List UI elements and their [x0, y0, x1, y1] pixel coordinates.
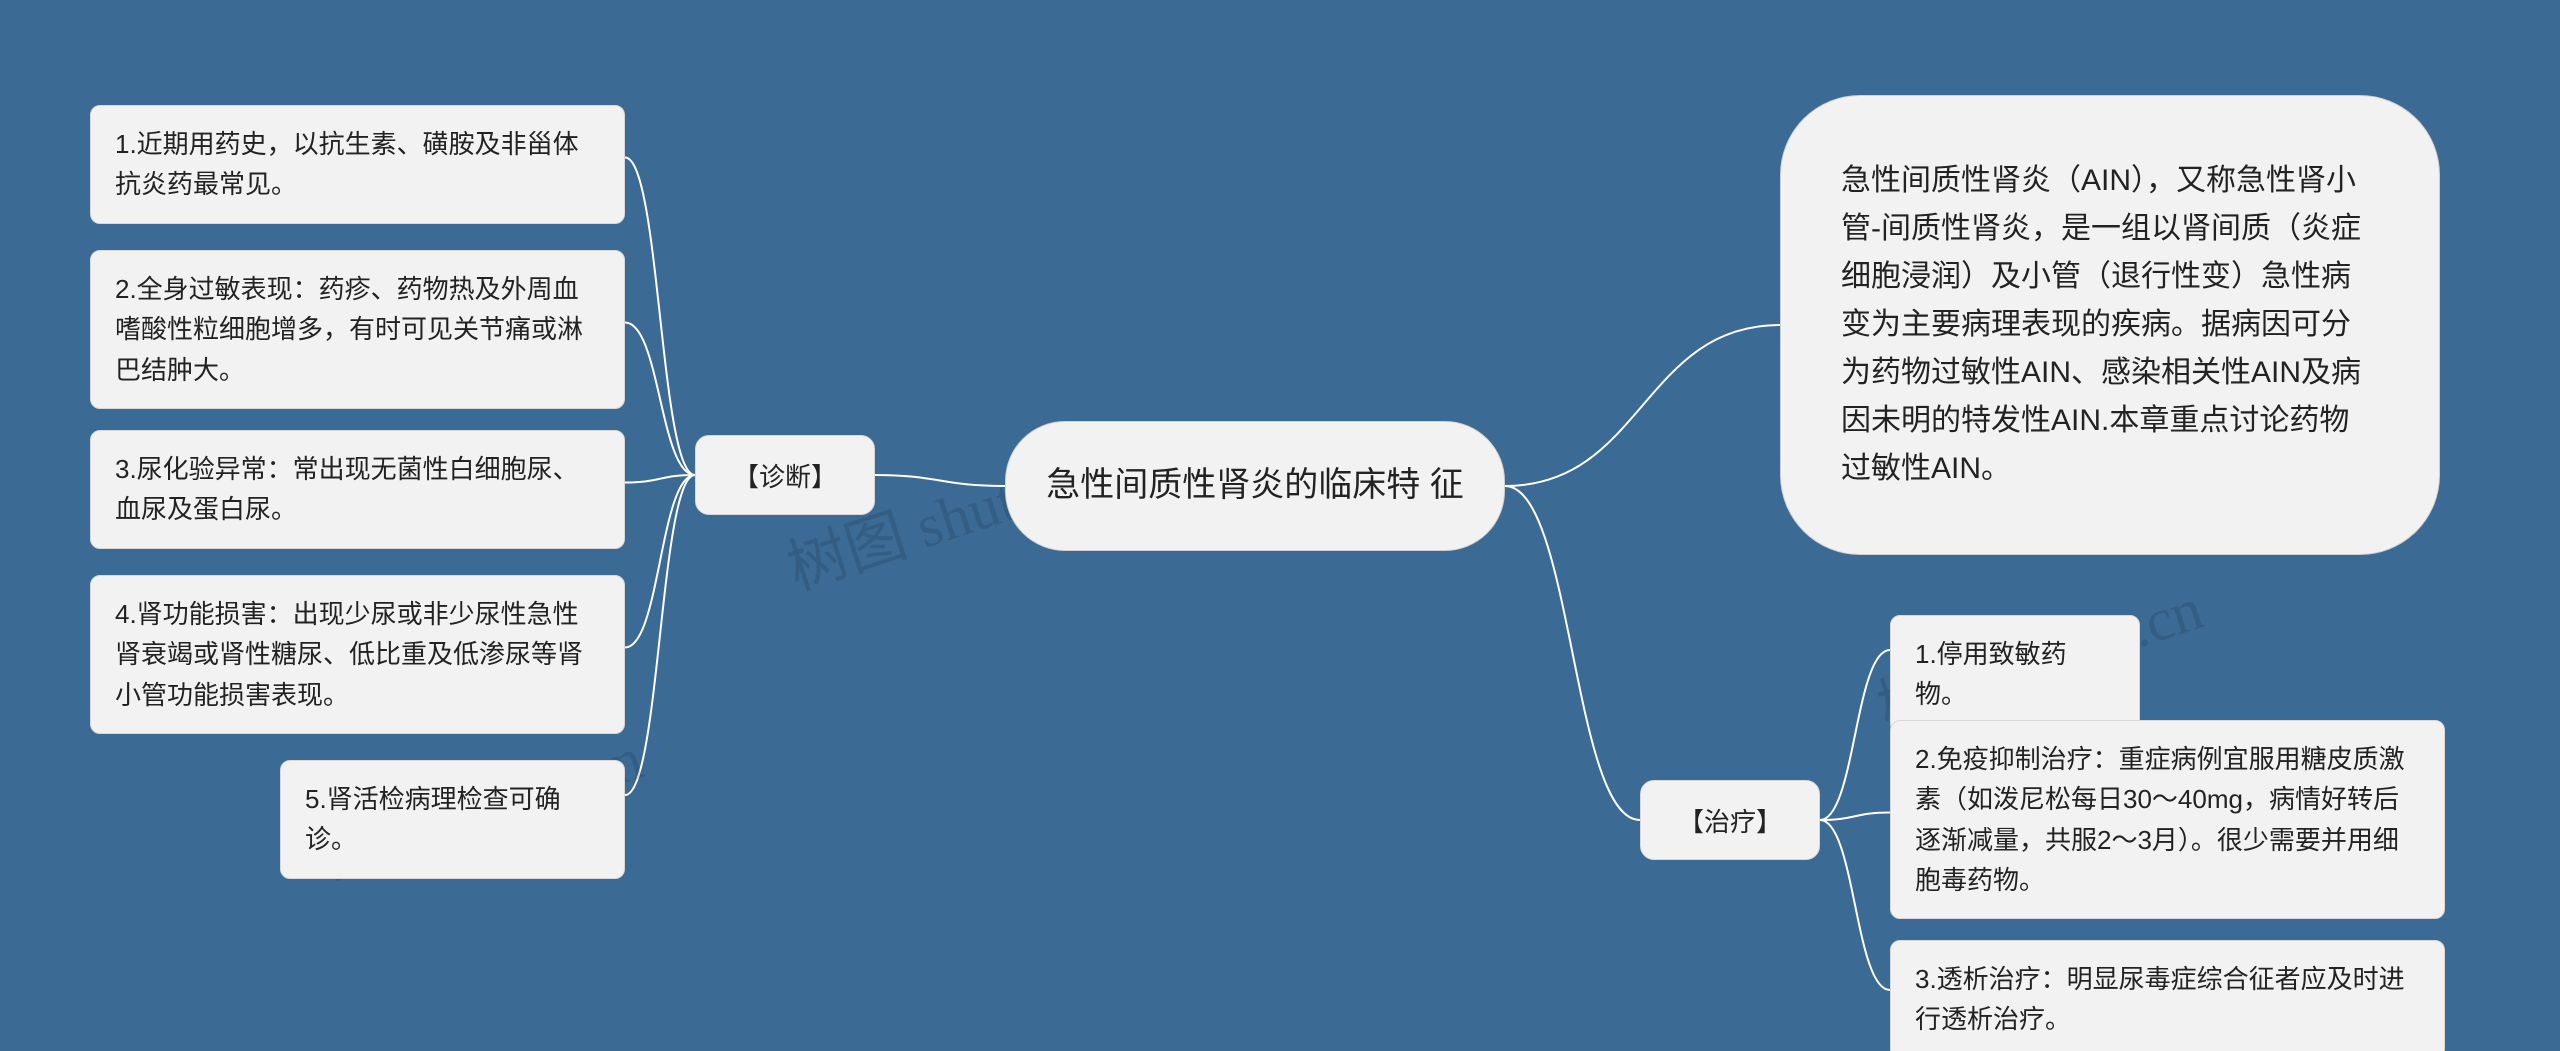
diagnosis-leaf-2: 2.全身过敏表现：药疹、药物热及外周血嗜酸性粒细胞增多，有时可见关节痛或淋巴结肿…	[90, 250, 625, 409]
diagnosis-label: 【诊断】	[733, 457, 837, 494]
intro-node: 急性间质性肾炎（AIN），又称急性肾小管-间质性肾炎，是一组以肾间质（炎症细胞浸…	[1780, 95, 2440, 555]
diagnosis-branch: 【诊断】	[695, 435, 875, 515]
mindmap-root: 急性间质性肾炎的临床特 征	[1005, 421, 1505, 551]
diagnosis-leaf-5: 5.肾活检病理检查可确诊。	[280, 760, 625, 879]
treatment-leaf-3: 3.透析治疗：明显尿毒症综合征者应及时进行透析治疗。	[1890, 940, 2445, 1051]
treatment-leaf-1: 1.停用致敏药物。	[1890, 615, 2140, 734]
diagnosis-leaf-4: 4.肾功能损害：出现少尿或非少尿性急性肾衰竭或肾性糖尿、低比重及低渗尿等肾小管功…	[90, 575, 625, 734]
treatment-leaf-2: 2.免疫抑制治疗：重症病例宜服用糖皮质激素（如泼尼松每日30～40mg，病情好转…	[1890, 720, 2445, 919]
intro-text: 急性间质性肾炎（AIN），又称急性肾小管-间质性肾炎，是一组以肾间质（炎症细胞浸…	[1841, 157, 2379, 493]
diagnosis-leaf-1: 1.近期用药史，以抗生素、磺胺及非甾体抗炎药最常见。	[90, 105, 625, 224]
root-text: 急性间质性肾炎的临床特 征	[1046, 461, 1463, 510]
diagnosis-leaf-3: 3.尿化验异常：常出现无菌性白细胞尿、血尿及蛋白尿。	[90, 430, 625, 549]
treatment-branch: 【治疗】	[1640, 780, 1820, 860]
treatment-label: 【治疗】	[1678, 802, 1782, 839]
